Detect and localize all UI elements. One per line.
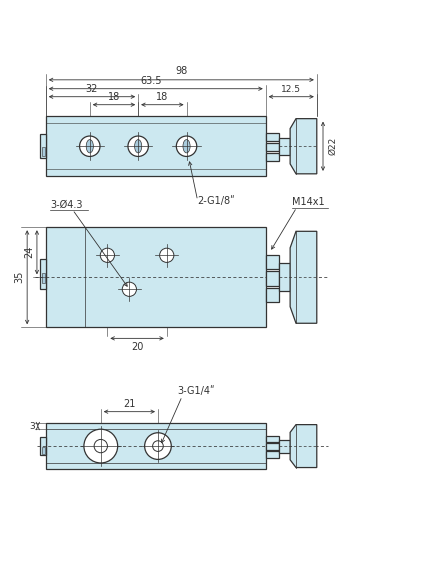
Bar <box>41 437 46 456</box>
Text: 32: 32 <box>86 84 98 94</box>
Bar <box>266 451 279 458</box>
Bar <box>279 439 290 453</box>
Bar <box>279 263 290 291</box>
Circle shape <box>128 136 148 156</box>
Text: 3-G1/4ʺ: 3-G1/4ʺ <box>178 386 215 396</box>
Bar <box>266 133 279 141</box>
Bar <box>42 148 45 156</box>
Text: 24: 24 <box>24 246 34 258</box>
Text: 2-G1/8ʺ: 2-G1/8ʺ <box>198 196 235 206</box>
Text: M14x1: M14x1 <box>292 197 325 207</box>
Circle shape <box>152 441 163 452</box>
Bar <box>266 444 279 450</box>
Text: 20: 20 <box>131 342 143 352</box>
Bar <box>46 228 266 327</box>
Bar <box>41 259 46 290</box>
Circle shape <box>145 433 171 459</box>
Text: 63.5: 63.5 <box>141 76 162 86</box>
Bar <box>266 255 279 269</box>
Bar <box>266 153 279 161</box>
Text: 3-Ø4.3: 3-Ø4.3 <box>50 200 83 210</box>
Text: 18: 18 <box>156 92 169 102</box>
Circle shape <box>94 439 107 453</box>
Text: 21: 21 <box>123 398 135 409</box>
Bar <box>41 134 46 158</box>
Bar <box>279 138 290 155</box>
Bar <box>42 273 45 283</box>
Text: 18: 18 <box>108 92 120 102</box>
Circle shape <box>122 282 136 296</box>
Ellipse shape <box>86 140 93 153</box>
Text: 98: 98 <box>175 66 187 76</box>
Polygon shape <box>290 231 317 323</box>
Circle shape <box>84 429 118 463</box>
Polygon shape <box>290 424 317 468</box>
Bar <box>266 435 279 442</box>
Text: 35: 35 <box>14 271 25 284</box>
Text: Ø22: Ø22 <box>328 137 337 155</box>
Circle shape <box>160 248 174 262</box>
Bar <box>266 143 279 151</box>
Bar <box>266 288 279 302</box>
Circle shape <box>80 136 100 156</box>
Text: 3: 3 <box>30 422 35 431</box>
Bar <box>42 448 45 454</box>
Text: 12.5: 12.5 <box>281 85 301 94</box>
Bar <box>46 116 266 176</box>
Bar <box>46 423 266 470</box>
Circle shape <box>100 248 114 262</box>
Ellipse shape <box>135 140 142 153</box>
Bar <box>266 272 279 285</box>
Circle shape <box>176 136 197 156</box>
Ellipse shape <box>183 140 190 153</box>
Polygon shape <box>290 119 317 174</box>
